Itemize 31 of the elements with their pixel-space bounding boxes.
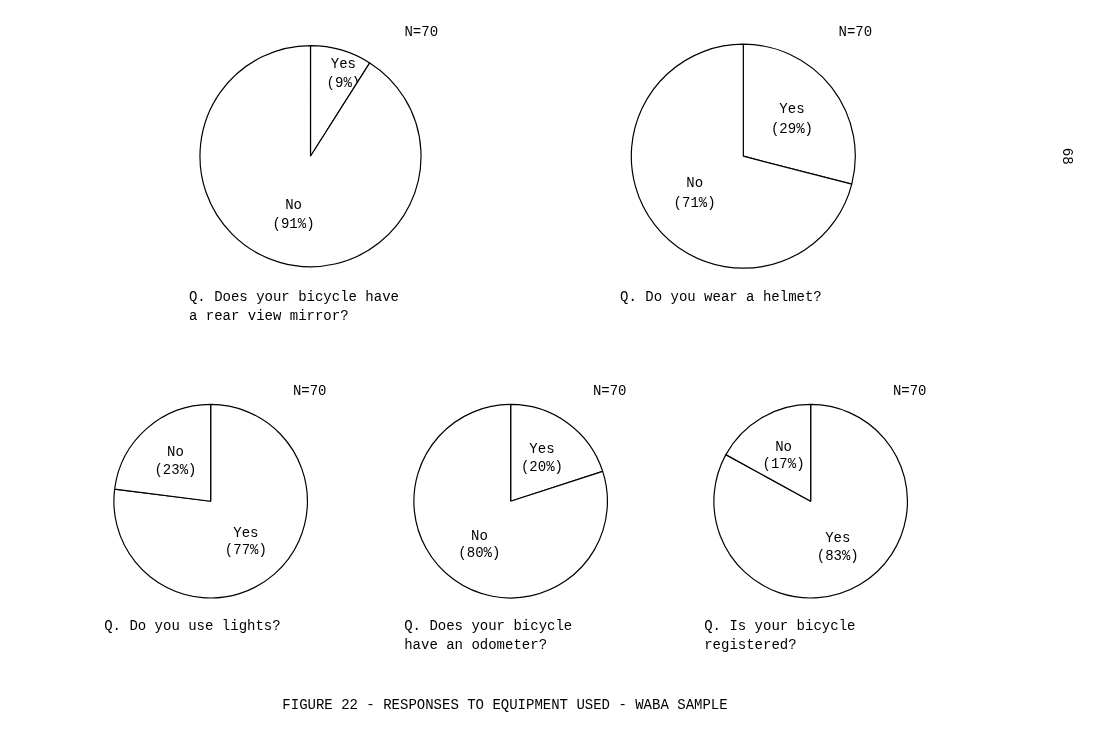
data-label: (23%) bbox=[154, 461, 197, 478]
slice-label: Yes bbox=[233, 524, 259, 541]
text: N=70 bbox=[892, 383, 927, 400]
data-label: (83%) bbox=[816, 547, 859, 564]
text: Q. Does your bicycle have an odometer? bbox=[404, 617, 573, 653]
data-label: (17%) bbox=[762, 456, 805, 473]
slice-label: Yes bbox=[779, 101, 805, 118]
text: 68 bbox=[1059, 147, 1076, 165]
text: Q. Is your bicycle registered? bbox=[704, 617, 856, 653]
slice-label: Yes bbox=[825, 530, 851, 547]
data-label: (29%) bbox=[770, 120, 813, 137]
data-label: (80%) bbox=[458, 545, 501, 562]
slice-label: No bbox=[686, 175, 704, 192]
text: N=70 bbox=[292, 383, 327, 400]
data-label: (77%) bbox=[224, 542, 267, 559]
slice-label: Yes bbox=[529, 441, 555, 458]
slice-label: No bbox=[167, 444, 184, 461]
text: N=70 bbox=[592, 383, 627, 400]
slice-label: Yes bbox=[330, 55, 357, 72]
text: Q. Do you wear a helmet? bbox=[620, 288, 822, 305]
text: N=70 bbox=[838, 24, 873, 41]
slice-label: No bbox=[470, 527, 488, 544]
caption: FIGURE 22 - RESPONSES TO EQUIPMENT USED - WABA SAMPLE bbox=[282, 696, 728, 715]
text: Q. Does your bicycle have a rear view mirror? bbox=[188, 288, 399, 324]
text: Q. Do you use lights? bbox=[104, 617, 281, 634]
data-label: (91%) bbox=[272, 216, 315, 233]
slice-label: No bbox=[285, 196, 302, 213]
data-label: (71%) bbox=[673, 195, 716, 212]
slice-label: No bbox=[775, 438, 792, 455]
data-label: (20%) bbox=[520, 458, 563, 475]
text: N=70 bbox=[404, 24, 439, 41]
